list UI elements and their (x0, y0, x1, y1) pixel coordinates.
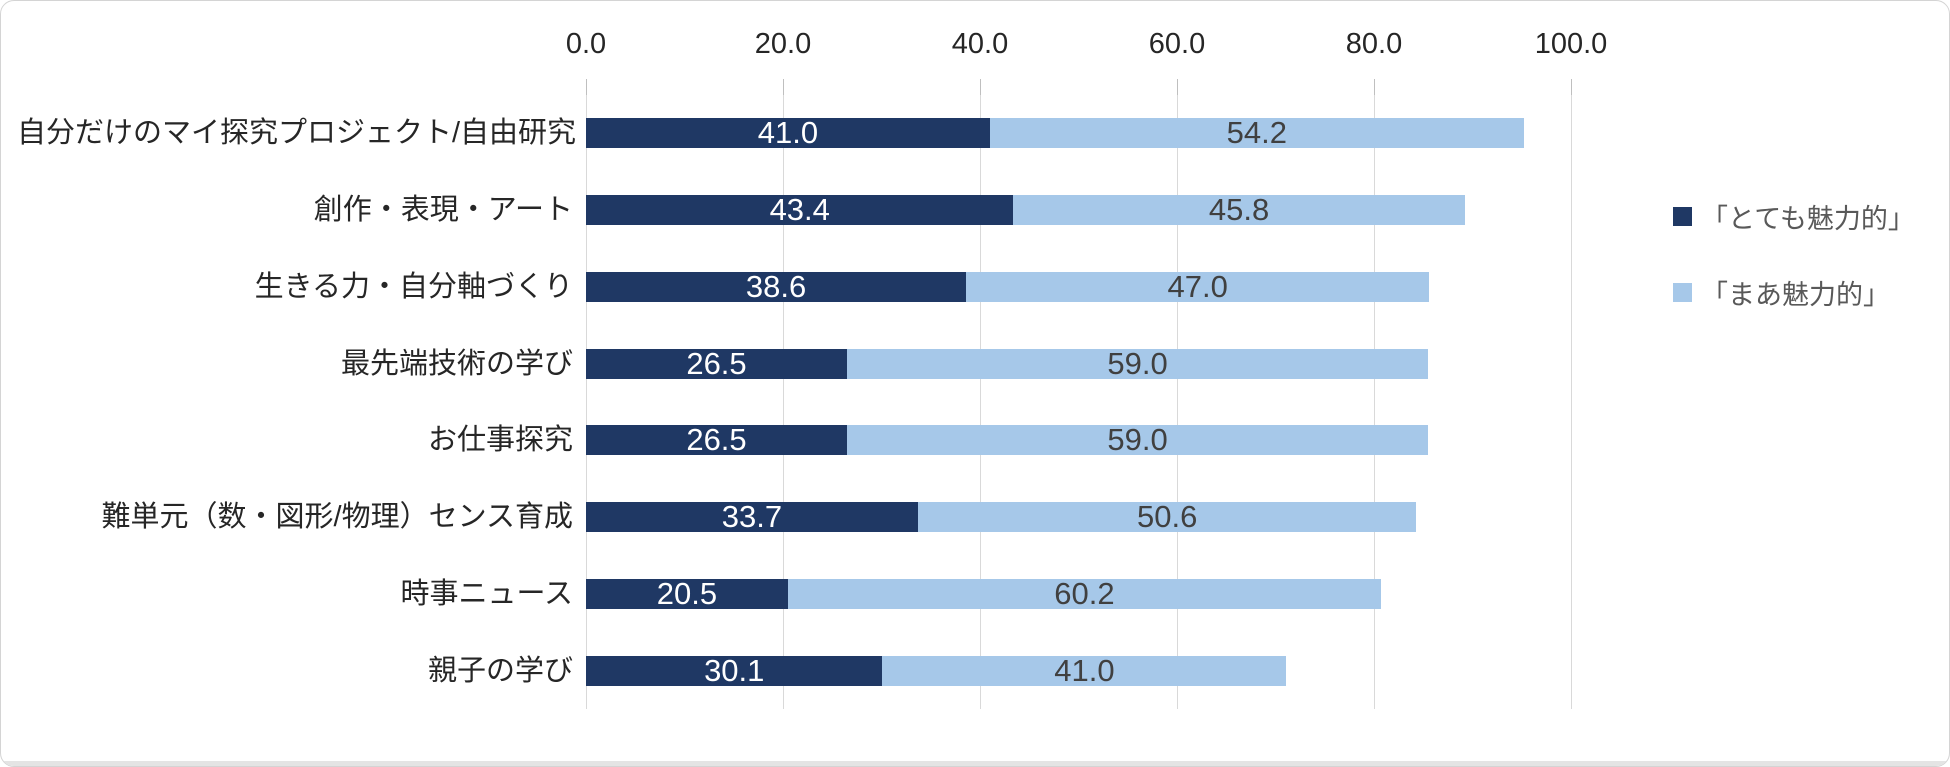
axis-tick-mark (979, 79, 981, 95)
x-axis-tick-label: 80.0 (1345, 28, 1403, 60)
axis-tick-mark (1176, 79, 1178, 95)
bar-segment-somewhat-attractive: 41.0 (882, 652, 1287, 688)
bar-segment-very-attractive: 41.0 (586, 115, 990, 151)
bar-segment-somewhat-attractive: 59.0 (847, 345, 1429, 381)
legend-entry-somewhat-attractive: 「まあ魅力的」 (1673, 273, 1915, 312)
x-axis-tick-label: 40.0 (951, 28, 1009, 60)
category-label: 最先端技術の学び (340, 347, 573, 380)
bar-segment-very-attractive: 20.5 (586, 575, 788, 611)
bar-value-label: 59.0 (1107, 422, 1168, 458)
bar-segment-somewhat-attractive: 59.0 (847, 422, 1429, 458)
gridline (1570, 95, 1572, 709)
axis-tick-mark (782, 79, 784, 95)
bar-segment-somewhat-attractive: 45.8 (1013, 192, 1465, 228)
category-label: お仕事探究 (427, 424, 573, 457)
bar-segment-very-attractive: 26.5 (586, 422, 848, 458)
category-label: 時事ニュース (400, 577, 573, 610)
axis-tick-mark (1373, 79, 1375, 95)
bar-value-label: 43.4 (769, 192, 830, 228)
legend-label: 「まあ魅力的」 (1701, 280, 1890, 310)
x-axis-tick-label: 0.0 (565, 28, 607, 60)
bar-segment-very-attractive: 30.1 (586, 652, 883, 688)
legend-entry-very-attractive: 「とても魅力的」 (1673, 197, 1915, 236)
bar-segment-very-attractive: 38.6 (586, 268, 967, 304)
axis-tick-mark (585, 79, 587, 95)
bar-value-label: 50.6 (1136, 499, 1198, 535)
bar-value-label: 60.2 (1054, 575, 1115, 611)
axis-tick-mark (1570, 79, 1572, 95)
legend: 「とても魅力的」 「まあ魅力的」 (1673, 197, 1915, 349)
legend-color-swatch (1673, 283, 1692, 302)
bar-segment-very-attractive: 43.4 (586, 192, 1014, 228)
bar-value-label: 41.0 (757, 115, 819, 151)
legend-color-swatch (1673, 207, 1692, 226)
legend-label: 「とても魅力的」 (1701, 204, 1915, 234)
bar-value-label: 30.1 (704, 652, 765, 688)
gridline (1176, 95, 1178, 709)
category-label: 難単元（数・図形/物理）センス育成 (101, 501, 573, 534)
bar-segment-somewhat-attractive: 50.6 (917, 499, 1417, 535)
x-axis-tick-label: 20.0 (754, 28, 812, 60)
category-label: 生きる力・自分軸づくり (254, 270, 573, 303)
bar-value-label: 33.7 (721, 499, 783, 535)
bar-segment-somewhat-attractive: 47.0 (966, 268, 1430, 304)
bar-value-label: 26.5 (686, 345, 747, 381)
category-label: 自分だけのマイ探究プロジェクト/自由研究 (17, 117, 577, 150)
bar-segment-very-attractive: 26.5 (586, 345, 848, 381)
x-axis-tick-label: 100.0 (1534, 28, 1608, 60)
gridline (782, 95, 784, 709)
bar-value-label: 47.0 (1167, 268, 1228, 304)
bar-value-label: 20.5 (656, 575, 718, 611)
bar-value-label: 59.0 (1107, 345, 1168, 381)
category-label: 創作・表現・アート (313, 194, 573, 227)
category-axis-line (585, 95, 587, 709)
bar-value-label: 41.0 (1054, 652, 1115, 688)
bar-value-label: 38.6 (745, 268, 807, 304)
category-label: 親子の学び (427, 654, 573, 687)
gridline (1373, 95, 1375, 709)
chart-bottom-edge (1, 761, 1949, 766)
bar-value-label: 26.5 (686, 422, 747, 458)
bar-segment-very-attractive: 33.7 (586, 499, 918, 535)
bar-value-label: 54.2 (1226, 115, 1287, 151)
bar-value-label: 45.8 (1208, 192, 1270, 228)
x-axis-tick-label: 60.0 (1148, 28, 1206, 60)
bar-segment-somewhat-attractive: 60.2 (787, 575, 1381, 611)
bar-segment-somewhat-attractive: 54.2 (989, 115, 1524, 151)
gridline (979, 95, 981, 709)
